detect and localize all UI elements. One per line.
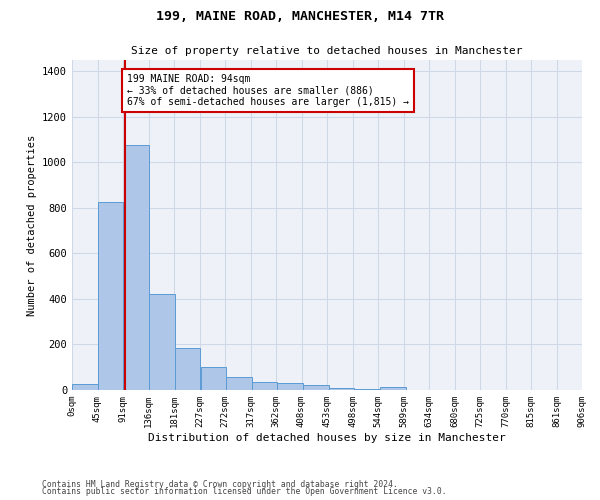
Bar [226,378,251,390]
Bar [72,384,97,390]
Bar [97,202,123,390]
Bar [200,367,226,390]
Bar [251,382,277,390]
Text: 199 MAINE ROAD: 94sqm
← 33% of detached houses are smaller (886)
67% of semi-det: 199 MAINE ROAD: 94sqm ← 33% of detached … [127,74,409,107]
Bar [354,389,380,390]
Title: Size of property relative to detached houses in Manchester: Size of property relative to detached ho… [131,46,523,56]
X-axis label: Distribution of detached houses by size in Manchester: Distribution of detached houses by size … [148,432,506,442]
Text: 199, MAINE ROAD, MANCHESTER, M14 7TR: 199, MAINE ROAD, MANCHESTER, M14 7TR [156,10,444,23]
Bar [303,386,329,390]
Text: Contains public sector information licensed under the Open Government Licence v3: Contains public sector information licen… [42,487,446,496]
Bar [124,146,149,390]
Y-axis label: Number of detached properties: Number of detached properties [26,134,37,316]
Bar [329,388,354,390]
Bar [277,383,302,390]
Bar [175,348,200,390]
Bar [380,386,406,390]
Text: Contains HM Land Registry data © Crown copyright and database right 2024.: Contains HM Land Registry data © Crown c… [42,480,398,489]
Bar [149,294,175,390]
